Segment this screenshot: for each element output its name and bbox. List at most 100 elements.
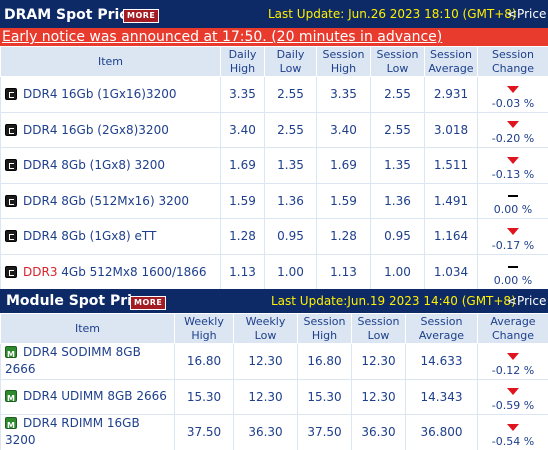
module-price-table: Item Weekly High Weekly Low Session High…: [0, 313, 548, 450]
item-cell: DDR4 RDIMM 16GB 3200: [0, 414, 175, 450]
item-cell: DDR4 8Gb (512Mx16) 3200: [0, 182, 221, 219]
dram-title: DRAM Spot Price: [4, 7, 138, 23]
daily-high: 1.59: [220, 182, 265, 219]
item-prefix[interactable]: DDR3: [23, 264, 58, 279]
table-row: DDR4 RDIMM 16GB 320037.5036.3037.5036.30…: [0, 414, 548, 450]
chip-icon: [5, 265, 17, 278]
session-low: 1.35: [370, 147, 425, 184]
change-wrap: -0.03 %: [480, 85, 546, 110]
session-high: 15.30: [297, 378, 352, 415]
daily-high: 3.35: [220, 76, 265, 113]
daily-low: 0.95: [264, 218, 317, 255]
weekly-low: 12.30: [233, 378, 298, 415]
weekly-low: 36.30: [233, 414, 298, 450]
col-header-average-change: Average Change: [477, 313, 548, 344]
down-arrow-icon: [507, 121, 519, 128]
item-name[interactable]: DDR4 RDIMM 16GB 3200: [5, 416, 140, 448]
chip-icon: [5, 159, 17, 172]
change-cell: 0.00 %: [477, 182, 548, 219]
item-prefix[interactable]: DDR4: [23, 158, 58, 173]
session-average: 1.034: [424, 253, 478, 290]
change-wrap: -0.59 %: [480, 388, 546, 412]
early-notice-banner: Early notice was announced at 17:50. (20…: [0, 28, 548, 46]
module-chip-icon: [5, 346, 17, 363]
daily-high: 3.40: [220, 111, 265, 148]
change-wrap: 0.00 %: [480, 266, 546, 287]
weekly-low: 12.30: [233, 343, 298, 380]
table-row: DDR4 8Gb (1Gx8) eTT 1.28 0.95 1.28 0.95 1.164…: [0, 218, 548, 255]
early-notice-link[interactable]: Early notice was announced at 17:50. (20…: [2, 29, 443, 45]
item-name[interactable]: 8Gb (1Gx8) eTT: [57, 229, 157, 244]
item-name[interactable]: DDR4 UDIMM 8GB 2666: [23, 389, 167, 404]
dram-header-bar: DRAM Spot Price MORE Last Update: Jun.26…: [0, 0, 548, 28]
table-row: DDR3 4Gb 512Mx8 1600/1866 1.13 1.00 1.13 1.0…: [0, 253, 548, 290]
change-cell: -0.54 %: [477, 414, 548, 450]
item-prefix[interactable]: DDR4: [23, 193, 58, 208]
col-header-daily-high: Daily High: [220, 46, 265, 77]
session-average: 14.633: [405, 343, 478, 380]
down-arrow-icon: [507, 388, 519, 395]
weekly-high: 16.80: [174, 343, 234, 380]
dram-price-link[interactable]: <Price I: [507, 7, 548, 21]
change-value: 0.00 %: [493, 274, 533, 287]
down-arrow-icon: [507, 423, 519, 431]
session-low: 12.30: [351, 378, 406, 415]
change-value: -0.17 %: [491, 238, 535, 252]
daily-high: 1.13: [220, 253, 265, 290]
col-header-item: Item: [0, 313, 175, 344]
item-prefix[interactable]: DDR4: [23, 122, 58, 137]
item-name[interactable]: 8Gb (1Gx8) 3200: [57, 158, 166, 173]
change-cell: -0.20 %: [477, 111, 548, 148]
weekly-high: 15.30: [174, 378, 234, 415]
chip-icon: [5, 230, 17, 243]
session-low: 12.30: [351, 343, 406, 380]
item-name[interactable]: 16Gb (2Gx8)3200: [57, 122, 169, 137]
daily-high: 1.69: [220, 147, 265, 184]
col-header-session-high: Session High: [297, 313, 352, 344]
col-header-session-change: Session Change: [477, 46, 548, 77]
change-wrap: 0.00 %: [480, 195, 546, 216]
change-cell: -0.03 %: [477, 76, 548, 113]
col-header-session-high: Session High: [316, 46, 371, 77]
item-cell: DDR3 4Gb 512Mx8 1600/1866: [0, 253, 221, 290]
item-name[interactable]: 8Gb (512Mx16) 3200: [57, 193, 189, 208]
item-prefix[interactable]: DDR4: [23, 87, 58, 102]
session-low: 2.55: [370, 111, 425, 148]
item-name[interactable]: 16Gb (1Gx16)3200: [57, 87, 177, 102]
session-low: 2.55: [370, 76, 425, 113]
change-value: -0.03 %: [491, 96, 535, 110]
down-arrow-icon: [507, 156, 519, 164]
item-cell: DDR4 SODIMM 8GB 2666: [0, 343, 175, 380]
daily-low: 2.55: [264, 111, 317, 148]
item-cell: DDR4 16Gb (2Gx8)3200: [0, 111, 221, 148]
no-change-icon: [508, 266, 518, 268]
module-header-bar: Module Spot Price MORE Last Update:Jun.1…: [0, 289, 548, 313]
session-high: 3.40: [316, 111, 371, 148]
item-cell: DDR4 8Gb (1Gx8) 3200: [0, 147, 221, 184]
item-name[interactable]: DDR4 SODIMM 8GB 2666: [5, 345, 141, 377]
module-price-link[interactable]: <Price I: [507, 294, 548, 308]
item-prefix[interactable]: DDR4: [23, 229, 58, 244]
col-header-weekly-high: Weekly High: [174, 313, 234, 344]
col-header-item: Item: [0, 46, 221, 77]
session-average: 1.511: [424, 147, 478, 184]
session-high: 1.69: [316, 147, 371, 184]
item-cell: DDR4 16Gb (1Gx16)3200: [0, 76, 221, 113]
change-wrap: -0.17 %: [480, 227, 546, 252]
item-name[interactable]: 4Gb 512Mx8 1600/1866: [57, 264, 207, 279]
change-cell: -0.59 %: [477, 378, 548, 415]
change-cell: -0.12 %: [477, 343, 548, 380]
module-more-button[interactable]: MORE: [130, 296, 167, 310]
change-wrap: -0.12 %: [480, 352, 546, 377]
item-cell: DDR4 8Gb (1Gx8) eTT: [0, 218, 221, 255]
session-high: 16.80: [297, 343, 352, 380]
module-title: Module Spot Price: [6, 293, 150, 309]
dram-more-button[interactable]: MORE: [123, 9, 160, 23]
weekly-high: 37.50: [174, 414, 234, 450]
down-arrow-icon: [507, 227, 519, 235]
dram-price-table: Item Daily High Daily Low Session High S…: [0, 46, 548, 290]
session-high: 1.59: [316, 182, 371, 219]
daily-low: 1.36: [264, 182, 317, 219]
module-last-update: Last Update:Jun.19 2023 14:40 (GMT+8): [271, 294, 516, 308]
session-low: 0.95: [370, 218, 425, 255]
